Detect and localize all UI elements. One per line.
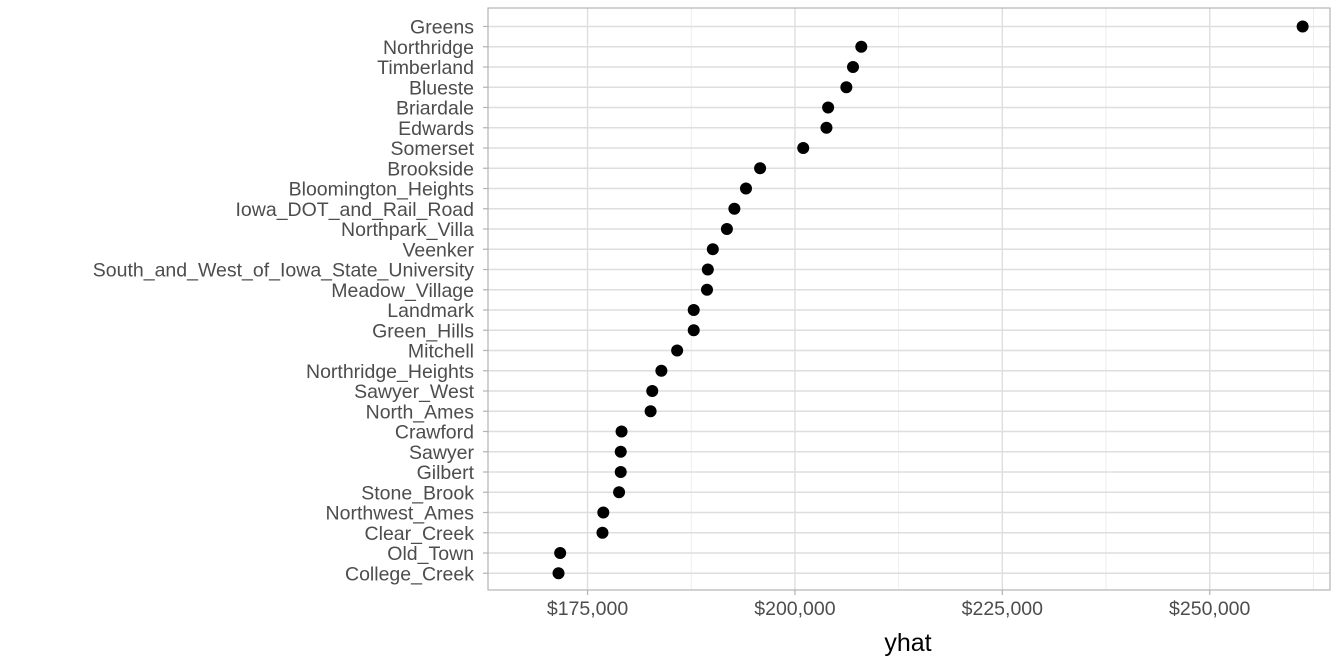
y-tick-label: Northpark_Villa [341,219,474,241]
y-tick-label: Iowa_DOT_and_Rail_Road [236,199,474,221]
data-point [554,547,567,559]
data-point [739,182,752,195]
data-point [687,324,700,337]
data-point [840,81,853,94]
y-tick-label: Stone_Brook [361,482,474,504]
data-point [706,243,719,256]
y-tick-label: Mitchell [408,341,474,363]
x-tick-label: $225,000 [962,598,1043,620]
x-axis-title: yhat [884,629,931,657]
y-tick-label: Greens [410,17,474,39]
data-point [596,526,609,539]
x-tick-label: $175,000 [547,598,628,620]
data-point [646,385,659,397]
x-axis-labels: $175,000 $200,000 $225,000 $250,000 [547,598,1251,620]
y-tick-label: Landmark [387,300,474,322]
y-tick-label: Bloomington_Heights [289,179,475,201]
data-point [614,466,627,478]
grid [487,7,1331,591]
data-point [655,364,668,377]
y-tick-label: North_Ames [366,401,475,423]
y-tick-label: Meadow_Village [331,280,474,302]
data-point [822,101,835,114]
y-tick-label: Edwards [398,118,474,140]
y-tick-label: Green_Hills [372,320,474,342]
y-tick-label: Northridge_Heights [306,361,474,383]
y-tick-label: Sawyer [409,442,475,464]
data-point [820,121,833,134]
data-point [847,61,860,73]
y-tick-label: South_and_West_of_Iowa_State_University [93,260,474,282]
y-tick-label: Veenker [402,239,474,261]
y-tick-label: Northwest_Ames [326,503,475,525]
y-tick-label: Sawyer_West [354,381,475,403]
data-point [754,162,767,175]
x-tick-label: $250,000 [1169,598,1250,620]
data-point [615,425,628,438]
data-point [552,567,565,580]
data-point [855,40,868,53]
y-tick-label: Blueste [409,77,474,99]
y-tick-label: Clear_Creek [365,523,475,545]
data-point [701,283,714,296]
data-point [1296,20,1309,33]
y-tick-label: Gilbert [417,462,475,484]
data-point [728,202,741,215]
data-point [597,506,610,519]
y-tick-label: Old_Town [387,543,474,565]
y-tick-label: Somerset [391,138,475,160]
data-point [720,223,733,235]
data-points [552,20,1309,580]
data-point [701,263,714,276]
y-axis-labels: GreensNorthridgeTimberlandBluesteBriarda… [93,17,475,586]
axis-ticks [483,25,1211,595]
data-point [687,304,700,316]
panel-border [487,7,1331,591]
y-tick-label: Northridge [383,37,474,59]
data-point [613,486,626,499]
y-tick-label: Timberland [377,57,474,79]
data-point [644,405,657,418]
data-point [671,344,684,357]
data-point [797,142,810,154]
data-point [614,445,627,458]
y-tick-label: Briardale [396,98,474,120]
y-tick-label: College_Creek [345,563,474,585]
y-tick-label: Brookside [387,158,474,180]
x-tick-label: $200,000 [754,598,835,620]
y-tick-label: Crawford [395,422,474,444]
